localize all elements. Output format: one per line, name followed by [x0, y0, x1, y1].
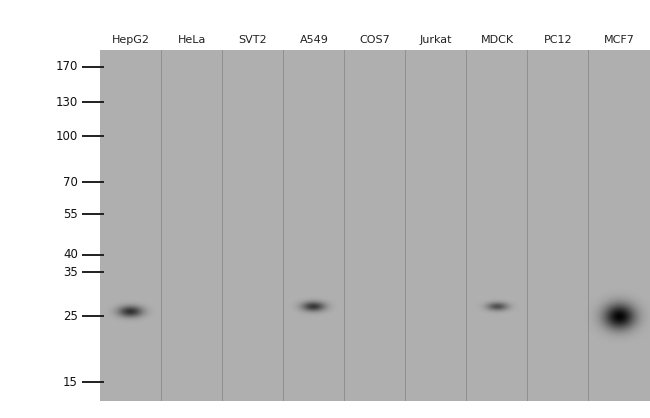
Text: 70: 70	[63, 176, 78, 189]
Text: MCF7: MCF7	[604, 35, 635, 45]
Text: HeLa: HeLa	[177, 35, 206, 45]
Text: A549: A549	[300, 35, 328, 45]
Text: HepG2: HepG2	[112, 35, 150, 45]
Text: SVT2: SVT2	[239, 35, 267, 45]
Text: 40: 40	[63, 248, 78, 262]
Text: 35: 35	[63, 265, 78, 278]
Text: 15: 15	[63, 375, 78, 388]
Text: Jurkat: Jurkat	[420, 35, 452, 45]
Text: 100: 100	[56, 130, 78, 143]
Text: MDCK: MDCK	[480, 35, 514, 45]
Text: 130: 130	[56, 95, 78, 109]
Text: 55: 55	[63, 207, 78, 221]
Text: PC12: PC12	[544, 35, 573, 45]
Text: COS7: COS7	[359, 35, 391, 45]
Text: 170: 170	[56, 61, 78, 74]
Text: 25: 25	[63, 309, 78, 323]
